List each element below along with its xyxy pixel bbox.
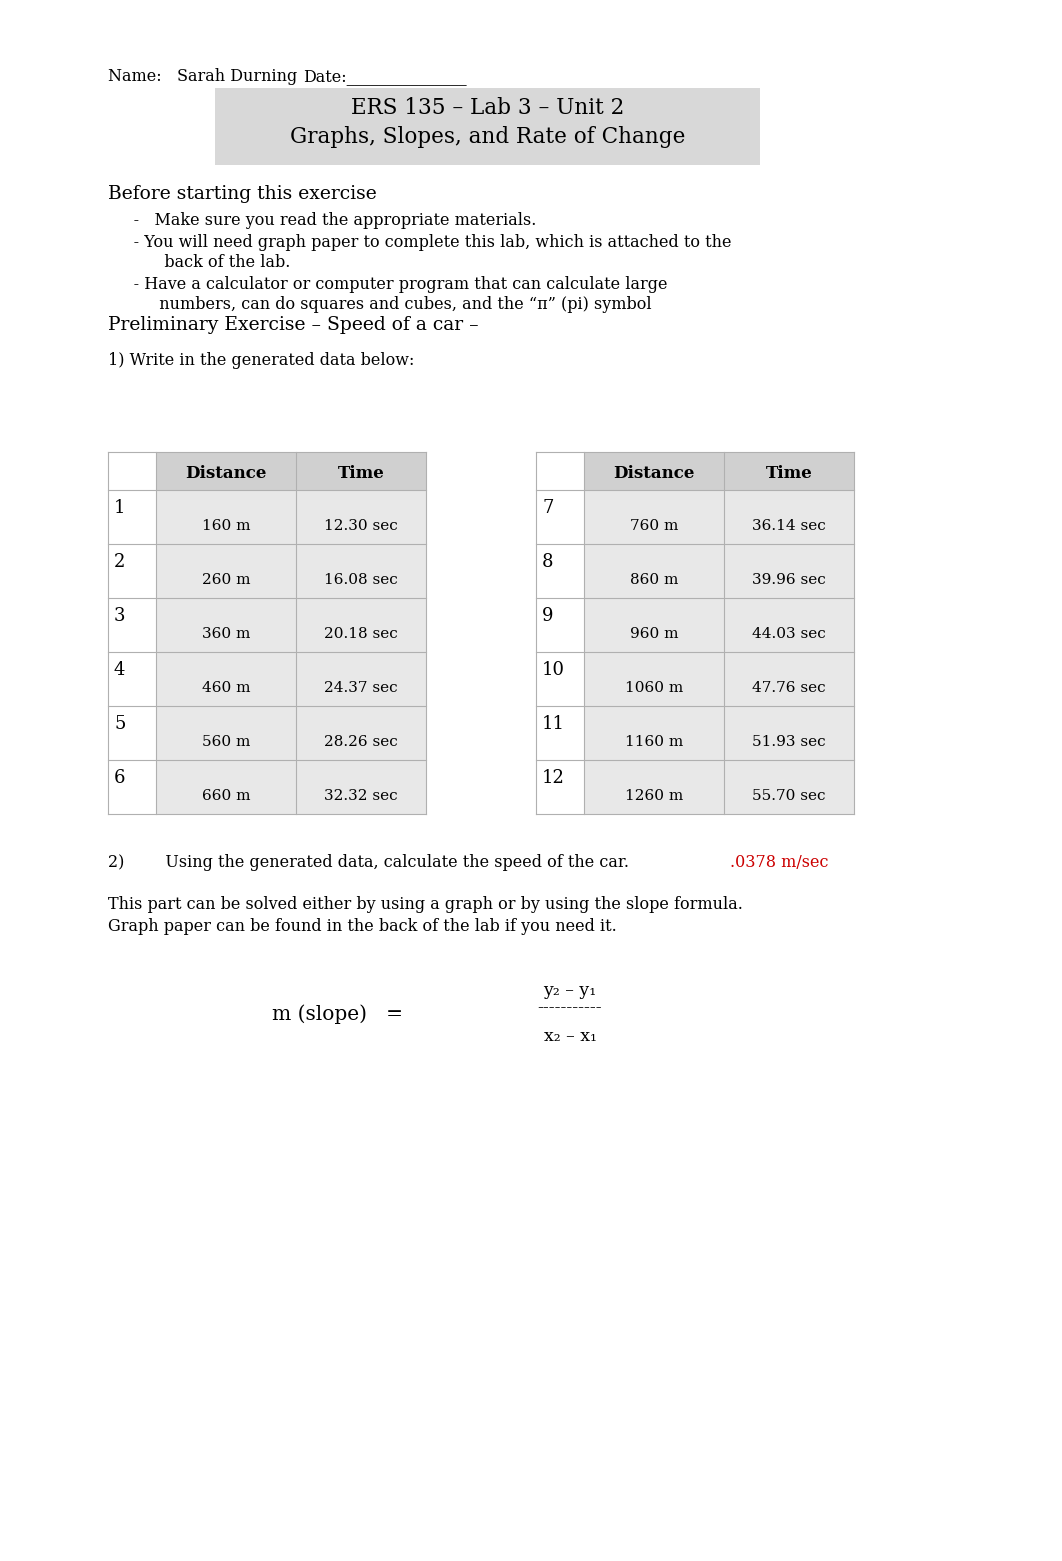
Text: Name:   Sarah Durning: Name: Sarah Durning (108, 69, 297, 84)
Text: 160 m: 160 m (202, 518, 251, 532)
Text: 860 m: 860 m (630, 573, 679, 587)
Text: 6: 6 (114, 770, 125, 787)
Text: 47.76 sec: 47.76 sec (752, 681, 826, 695)
FancyBboxPatch shape (215, 87, 760, 165)
Text: 760 m: 760 m (630, 518, 679, 532)
Text: 1: 1 (114, 500, 125, 517)
FancyBboxPatch shape (156, 453, 426, 490)
Text: 2)        Using the generated data, calculate the speed of the car.: 2) Using the generated data, calculate t… (108, 854, 629, 871)
Text: 51.93 sec: 51.93 sec (752, 735, 826, 749)
Text: .0378 m/sec: .0378 m/sec (730, 854, 828, 871)
Text: 28.26 sec: 28.26 sec (324, 735, 398, 749)
FancyBboxPatch shape (584, 490, 854, 543)
Text: 1160 m: 1160 m (624, 735, 683, 749)
FancyBboxPatch shape (584, 760, 854, 813)
Text: 4: 4 (114, 660, 125, 679)
Text: Before starting this exercise: Before starting this exercise (108, 186, 377, 203)
FancyBboxPatch shape (156, 706, 426, 760)
Text: Preliminary Exercise – Speed of a car –: Preliminary Exercise – Speed of a car – (108, 315, 479, 334)
Text: 960 m: 960 m (630, 628, 679, 642)
Text: 3: 3 (114, 607, 125, 624)
FancyBboxPatch shape (584, 706, 854, 760)
Text: -   Make sure you read the appropriate materials.: - Make sure you read the appropriate mat… (108, 212, 536, 229)
FancyBboxPatch shape (156, 760, 426, 813)
Text: 32.32 sec: 32.32 sec (324, 788, 398, 802)
Text: 9: 9 (542, 607, 553, 624)
Text: numbers, can do squares and cubes, and the “π” (pi) symbol: numbers, can do squares and cubes, and t… (108, 297, 652, 314)
Text: x₂ – x₁: x₂ – x₁ (544, 1029, 597, 1044)
Text: 7: 7 (542, 500, 553, 517)
Text: m (slope)   =: m (slope) = (272, 1004, 402, 1024)
FancyBboxPatch shape (584, 652, 854, 706)
Text: - You will need graph paper to complete this lab, which is attached to the: - You will need graph paper to complete … (108, 234, 732, 251)
Text: 360 m: 360 m (202, 628, 251, 642)
Text: Time: Time (766, 465, 812, 481)
FancyBboxPatch shape (156, 543, 426, 598)
Text: Graphs, Slopes, and Rate of Change: Graphs, Slopes, and Rate of Change (290, 126, 685, 148)
Text: 44.03 sec: 44.03 sec (752, 628, 826, 642)
Text: 1) Write in the generated data below:: 1) Write in the generated data below: (108, 351, 414, 368)
Text: 1060 m: 1060 m (624, 681, 683, 695)
FancyBboxPatch shape (156, 598, 426, 652)
Text: 10: 10 (542, 660, 565, 679)
Text: 2: 2 (114, 553, 125, 571)
FancyBboxPatch shape (584, 543, 854, 598)
Text: Time: Time (338, 465, 384, 481)
Text: -----------: ----------- (537, 999, 602, 1016)
Text: 36.14 sec: 36.14 sec (752, 518, 826, 532)
Text: 20.18 sec: 20.18 sec (324, 628, 398, 642)
FancyBboxPatch shape (584, 598, 854, 652)
Text: Distance: Distance (185, 465, 267, 481)
Text: back of the lab.: back of the lab. (108, 254, 290, 272)
Text: 12: 12 (542, 770, 565, 787)
Text: 460 m: 460 m (202, 681, 251, 695)
Text: 24.37 sec: 24.37 sec (324, 681, 398, 695)
Text: 16.08 sec: 16.08 sec (324, 573, 398, 587)
Text: 11: 11 (542, 715, 565, 734)
Text: 39.96 sec: 39.96 sec (752, 573, 826, 587)
Text: 560 m: 560 m (202, 735, 251, 749)
FancyBboxPatch shape (156, 652, 426, 706)
FancyBboxPatch shape (156, 490, 426, 543)
Text: - Have a calculator or computer program that can calculate large: - Have a calculator or computer program … (108, 276, 668, 293)
Text: y₂ – y₁: y₂ – y₁ (544, 982, 597, 999)
Text: 5: 5 (114, 715, 125, 734)
Text: Distance: Distance (614, 465, 695, 481)
Text: Date:_______________: Date:_______________ (303, 69, 466, 84)
FancyBboxPatch shape (584, 453, 854, 490)
Text: 260 m: 260 m (202, 573, 251, 587)
Text: This part can be solved either by using a graph or by using the slope formula.: This part can be solved either by using … (108, 896, 743, 913)
Text: 12.30 sec: 12.30 sec (324, 518, 398, 532)
Text: ERS 135 – Lab 3 – Unit 2: ERS 135 – Lab 3 – Unit 2 (350, 97, 624, 119)
Text: 1260 m: 1260 m (624, 788, 683, 802)
Text: Graph paper can be found in the back of the lab if you need it.: Graph paper can be found in the back of … (108, 918, 617, 935)
Text: 55.70 sec: 55.70 sec (752, 788, 826, 802)
Text: 8: 8 (542, 553, 553, 571)
Text: 660 m: 660 m (202, 788, 251, 802)
